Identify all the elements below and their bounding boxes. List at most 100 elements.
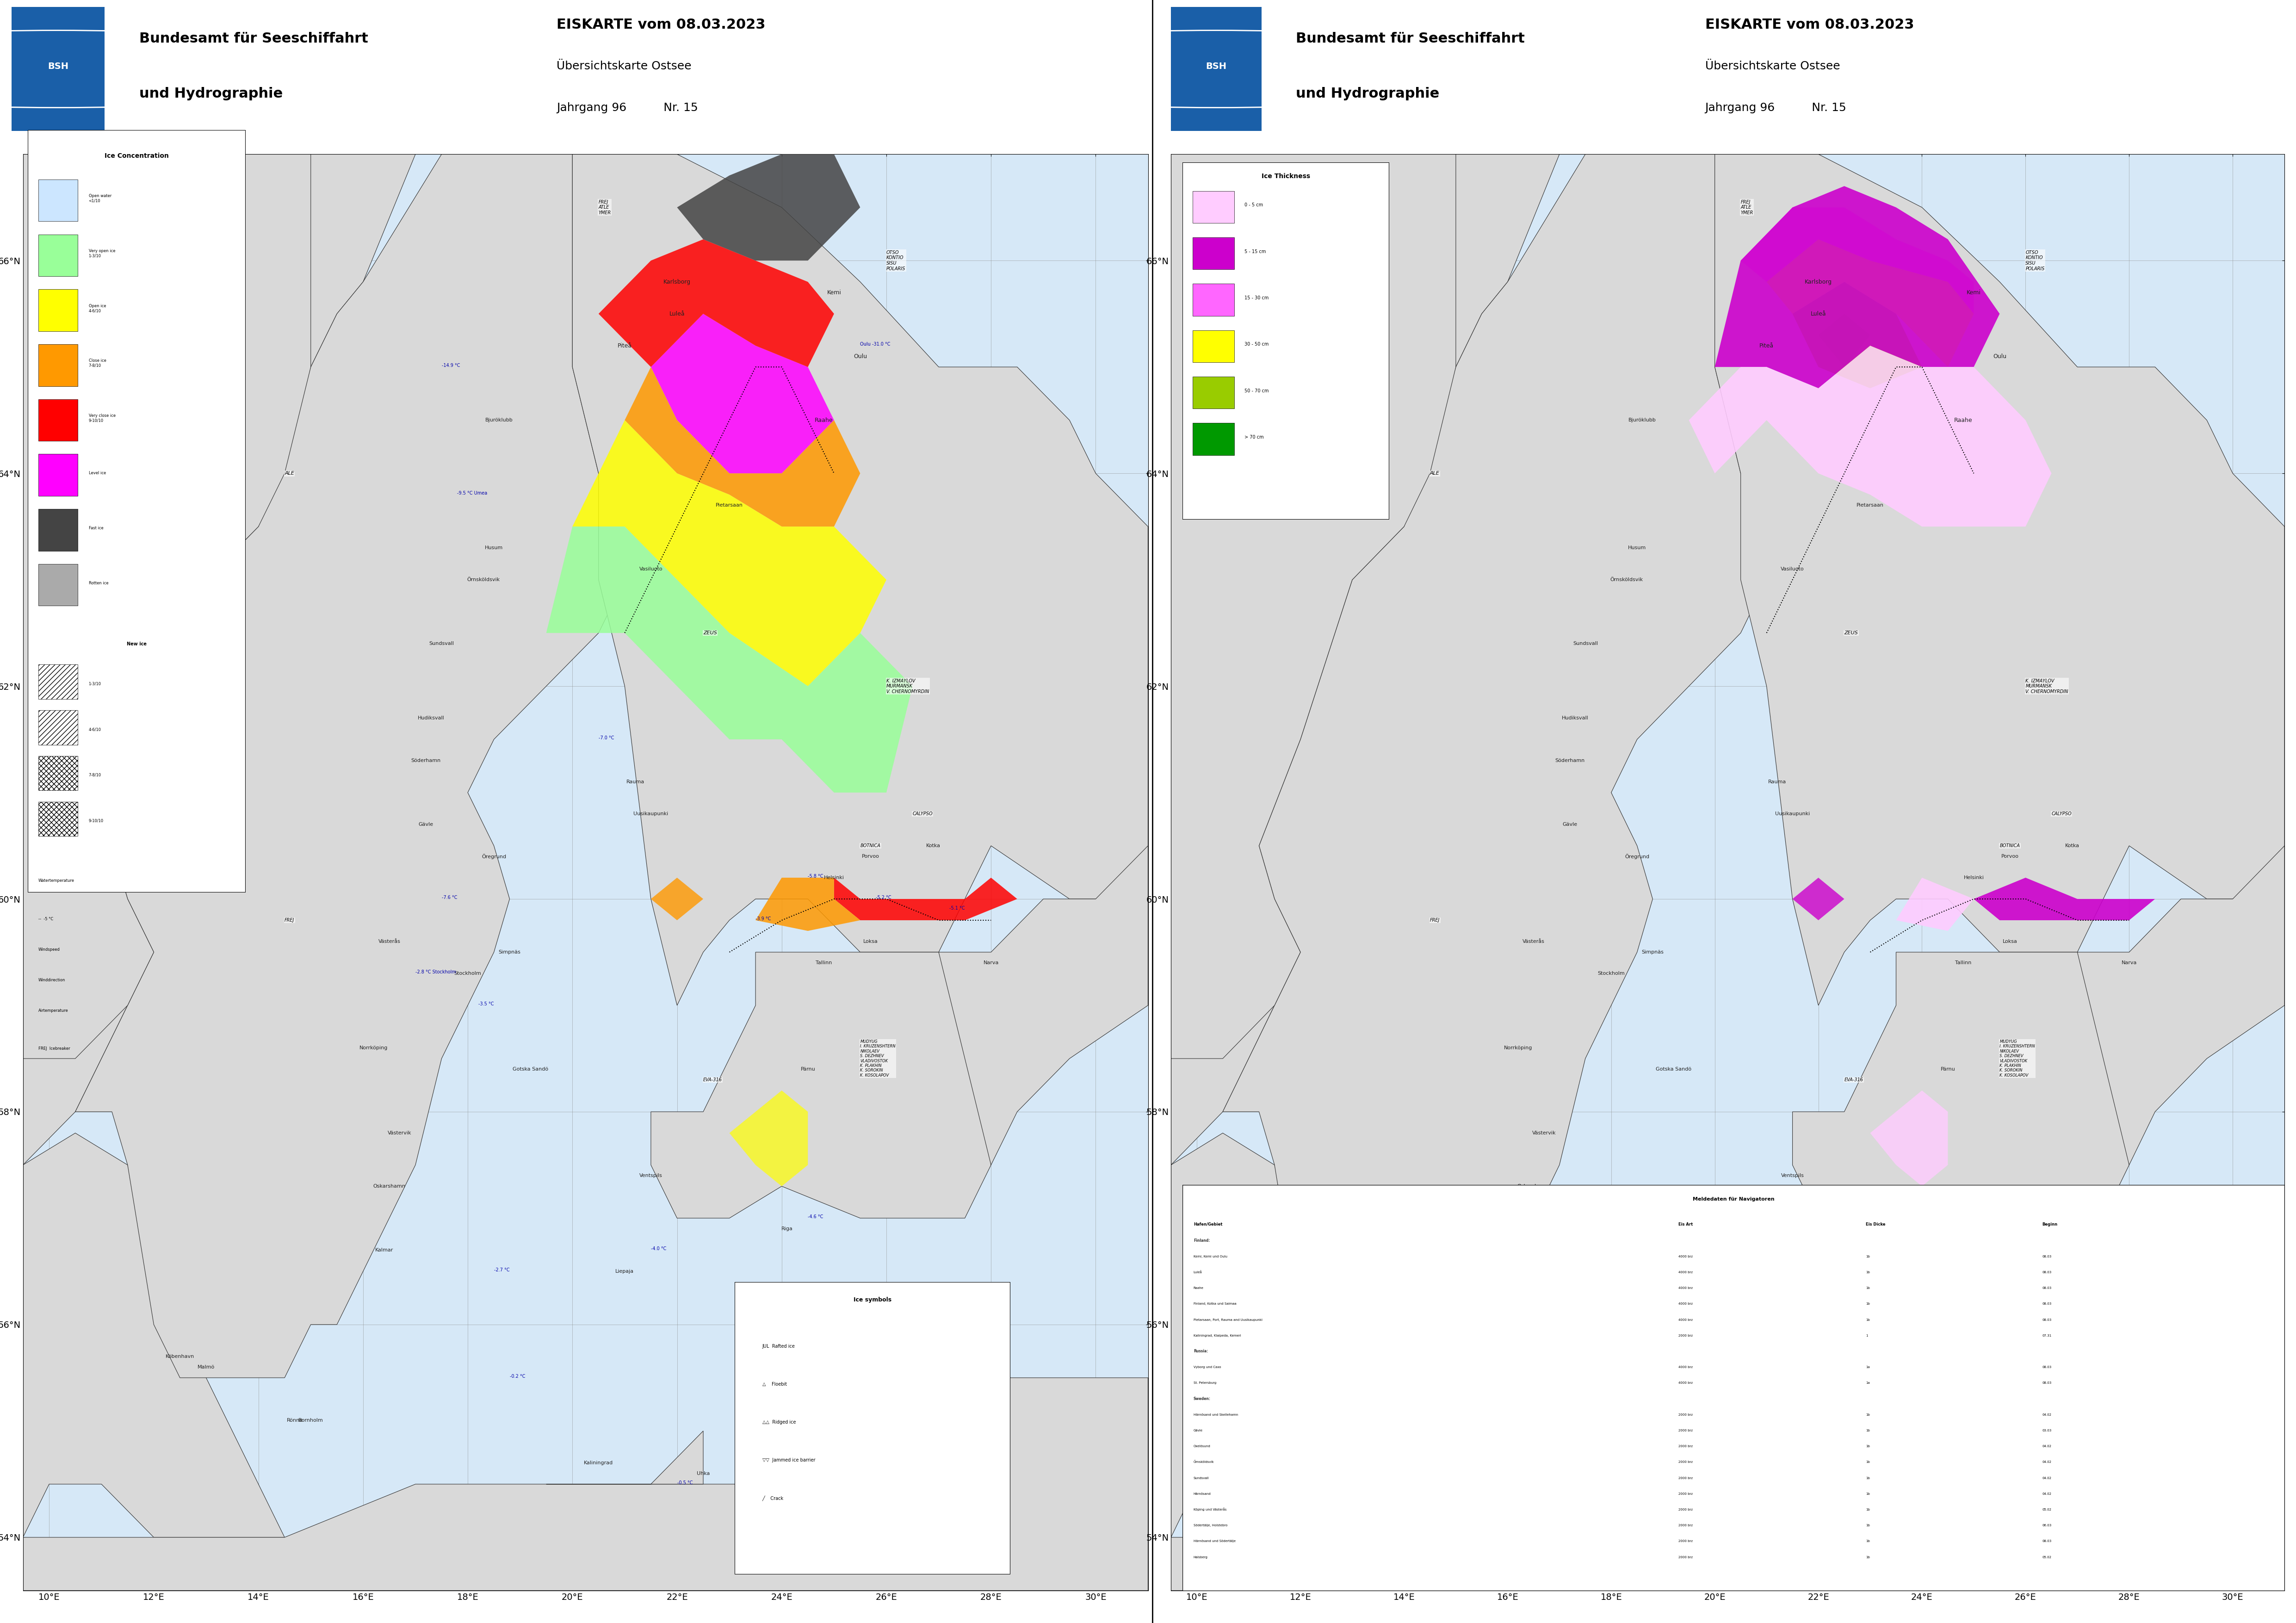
Polygon shape <box>939 846 1148 1165</box>
Text: Karlsborg: Karlsborg <box>664 279 691 286</box>
Text: Übersichtskarte Ostsee: Übersichtskarte Ostsee <box>1706 60 1839 71</box>
Text: 2000 brz: 2000 brz <box>1678 1334 1692 1337</box>
Polygon shape <box>76 154 625 1378</box>
Text: Rauma: Rauma <box>1768 779 1786 784</box>
Text: 4000 brz: 4000 brz <box>1678 1271 1692 1274</box>
Text: Sundsvall: Sundsvall <box>1573 641 1598 646</box>
Text: Bjuröklubb: Bjuröklubb <box>484 417 512 422</box>
Text: Finland:: Finland: <box>1194 1238 1210 1243</box>
Text: Härnösand und Skellehamn: Härnösand und Skellehamn <box>1194 1414 1238 1417</box>
Polygon shape <box>572 420 886 687</box>
Text: 1b: 1b <box>1867 1444 1869 1448</box>
Text: 2000 brz: 2000 brz <box>1678 1508 1692 1511</box>
Text: Pärnu: Pärnu <box>801 1066 815 1071</box>
Text: Fast ice: Fast ice <box>90 526 103 531</box>
Text: 1-3/10: 1-3/10 <box>90 682 101 687</box>
Text: -4.0 °C: -4.0 °C <box>650 1246 666 1251</box>
Text: Piteå: Piteå <box>1759 342 1775 349</box>
Text: 08.03: 08.03 <box>2041 1303 2050 1305</box>
Text: 1b: 1b <box>1867 1461 1869 1464</box>
Text: Kalmar: Kalmar <box>1520 1248 1538 1253</box>
Bar <box>39 510 78 550</box>
Text: 08.03: 08.03 <box>2041 1255 2050 1258</box>
Text: 2000 brz: 2000 brz <box>1678 1430 1692 1431</box>
Text: 1a: 1a <box>1867 1367 1869 1368</box>
Text: Söderhamn: Söderhamn <box>411 758 441 763</box>
Text: Hafen/Gebiet: Hafen/Gebiet <box>1194 1222 1221 1227</box>
Text: 1b: 1b <box>1867 1318 1869 1321</box>
Text: Husum: Husum <box>1628 545 1646 550</box>
Text: Vyborg und Caxo: Vyborg und Caxo <box>1194 1367 1221 1368</box>
Text: 1b: 1b <box>1867 1540 1869 1543</box>
Text: Airtemperature: Airtemperature <box>39 1008 69 1013</box>
Bar <box>39 399 78 441</box>
Text: Jahrgang 96          Nr. 15: Jahrgang 96 Nr. 15 <box>556 102 698 114</box>
Polygon shape <box>1818 313 1871 367</box>
Text: 1b: 1b <box>1867 1271 1869 1274</box>
Text: Öregrund: Öregrund <box>482 854 505 859</box>
Text: Oulu: Oulu <box>854 354 868 359</box>
Polygon shape <box>1740 208 1975 313</box>
Text: Rauma: Rauma <box>627 779 645 784</box>
Text: Söderhamn: Söderhamn <box>1554 758 1584 763</box>
Polygon shape <box>1715 154 2285 1005</box>
Text: 50 - 70 cm: 50 - 70 cm <box>1244 388 1270 393</box>
Polygon shape <box>2078 846 2285 1165</box>
Polygon shape <box>1690 346 2050 526</box>
Text: Kemi: Kemi <box>827 289 840 295</box>
Polygon shape <box>833 878 1017 920</box>
Text: 2000 brz: 2000 brz <box>1678 1540 1692 1543</box>
Bar <box>1194 329 1235 362</box>
Text: 1b: 1b <box>1867 1287 1869 1290</box>
Text: Bornholm: Bornholm <box>298 1419 324 1423</box>
Text: Norrköping: Norrköping <box>360 1045 388 1050</box>
Text: Ice Thickness: Ice Thickness <box>1261 174 1311 180</box>
Text: Open water
<1/10: Open water <1/10 <box>90 195 113 203</box>
Polygon shape <box>755 878 861 932</box>
Polygon shape <box>677 154 861 261</box>
Text: Ice Concentration: Ice Concentration <box>106 153 168 159</box>
Text: Kemi: Kemi <box>1968 289 1981 295</box>
Bar <box>1194 284 1235 316</box>
Text: Oulu: Oulu <box>1993 354 2007 359</box>
Text: Norrköping: Norrköping <box>1504 1045 1531 1050</box>
Text: 4000 brz: 4000 brz <box>1678 1303 1692 1305</box>
Text: Västervik: Västervik <box>388 1131 411 1136</box>
Text: 1b: 1b <box>1867 1493 1869 1495</box>
Text: Malmö: Malmö <box>1343 1365 1362 1370</box>
Text: Narva: Narva <box>2122 961 2138 966</box>
Text: Riga: Riga <box>1922 1227 1933 1232</box>
Text: Härnösand und Södertälje: Härnösand und Södertälje <box>1194 1540 1235 1543</box>
Bar <box>1194 377 1235 409</box>
Text: Köbenhavn: Köbenhavn <box>1311 1354 1341 1358</box>
Text: Uhka: Uhka <box>1837 1470 1851 1475</box>
Bar <box>39 180 78 221</box>
Text: FREJ: FREJ <box>285 919 294 922</box>
Text: Raahe: Raahe <box>815 417 833 424</box>
Text: Uusikaupunki: Uusikaupunki <box>634 812 668 816</box>
Text: FREJ: FREJ <box>1430 919 1440 922</box>
Text: 2000 brz: 2000 brz <box>1678 1493 1692 1495</box>
Text: 1a: 1a <box>1867 1381 1869 1384</box>
Polygon shape <box>1171 1133 1430 1591</box>
Text: Oxelösund: Oxelösund <box>1194 1444 1210 1448</box>
Polygon shape <box>1793 282 1922 388</box>
Text: Luleå: Luleå <box>1194 1271 1203 1274</box>
Bar <box>1194 424 1235 454</box>
Text: Übersichtskarte Ostsee: Übersichtskarte Ostsee <box>556 60 691 71</box>
Text: EVA-316: EVA-316 <box>1844 1078 1864 1083</box>
Text: Vasiluoto: Vasiluoto <box>1782 566 1805 571</box>
Text: 4000 brz: 4000 brz <box>1678 1255 1692 1258</box>
Polygon shape <box>650 953 992 1219</box>
Text: 4000 brz: 4000 brz <box>1678 1318 1692 1321</box>
Text: Ice symbols: Ice symbols <box>854 1297 891 1303</box>
Text: △△  Ridged ice: △△ Ridged ice <box>762 1420 797 1425</box>
Text: -5.1 °C: -5.1 °C <box>948 906 964 911</box>
Text: Bundesamt für Seeschiffahrt: Bundesamt für Seeschiffahrt <box>1295 32 1525 45</box>
Text: K. IZMAYLOV
MURMANSK
V. CHERNOMYRDIN: K. IZMAYLOV MURMANSK V. CHERNOMYRDIN <box>886 678 930 695</box>
Text: Very close ice
9-10/10: Very close ice 9-10/10 <box>90 414 115 422</box>
Text: Piteå: Piteå <box>618 342 631 349</box>
Text: Loksa: Loksa <box>2002 940 2018 945</box>
Text: Västervik: Västervik <box>1531 1131 1557 1136</box>
Text: BOTNICA: BOTNICA <box>2000 844 2020 849</box>
